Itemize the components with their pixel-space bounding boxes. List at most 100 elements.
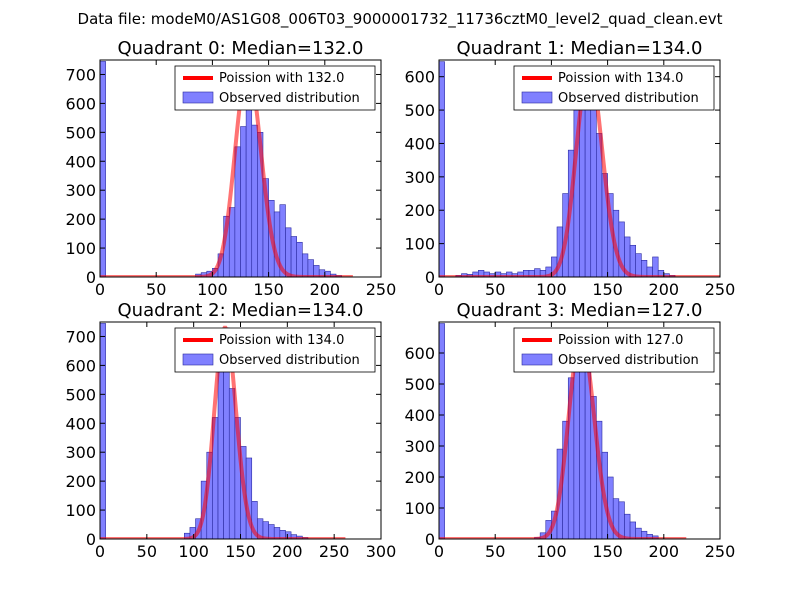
legend-curve-label: Poission with 132.0: [219, 71, 344, 86]
legend-bar-swatch: [182, 353, 214, 366]
x-tick-label: 50: [146, 280, 166, 299]
x-tick-label: 150: [592, 280, 623, 299]
x-tick-label: 50: [485, 280, 505, 299]
histogram-bar: [624, 513, 631, 539]
histogram-bar: [579, 365, 586, 539]
y-tick-label: 200: [404, 468, 435, 487]
x-tick-label: 0: [95, 280, 105, 299]
y-tick-label: 300: [65, 443, 96, 462]
panel-title: Quadrant 3: Median=127.0: [457, 300, 703, 321]
x-tick-label: 150: [225, 542, 256, 561]
quadrant-0-panel: 0 50 100 150 200 250 0 100 200 300 400 500 600 700 Qua…: [65, 38, 396, 299]
x-tick-label: 200: [310, 280, 341, 299]
x-tick-label: 200: [272, 542, 303, 561]
quadrant-3-panel: 0 50 100 150 200 250 0 100 200 300 400 500 600 Quadra…: [404, 300, 735, 561]
x-tick-label: 0: [434, 542, 444, 561]
y-tick-label: 100: [65, 501, 96, 520]
histogram-bar: [307, 259, 314, 277]
y-tick-label: 100: [404, 235, 435, 254]
legend-bar-swatch: [182, 91, 214, 104]
y-tick-label: 200: [404, 201, 435, 220]
histogram-bar: [618, 501, 625, 539]
histogram-bar: [217, 362, 224, 539]
x-tick-label: 100: [536, 280, 567, 299]
y-tick-label: 0: [86, 268, 96, 287]
x-tick-label: 100: [536, 542, 567, 561]
histogram-bars: [100, 61, 342, 277]
x-tick-label: 300: [366, 542, 397, 561]
histogram-bar: [100, 61, 106, 277]
histogram-bar: [251, 124, 258, 277]
legend-bar-label: Observed distribution: [219, 91, 360, 106]
y-tick-label: 600: [404, 68, 435, 87]
y-tick-label: 300: [65, 181, 96, 200]
x-tick-label: 0: [95, 542, 105, 561]
axes-frame: [99, 59, 382, 278]
y-tick-label: 100: [65, 239, 96, 258]
x-tick-label: 50: [485, 542, 505, 561]
poisson-curve: [439, 333, 687, 539]
axes-frame: [438, 321, 721, 540]
x-tick-label: 150: [592, 542, 623, 561]
y-tick-label: 200: [65, 210, 96, 229]
axes-frame: [438, 59, 721, 278]
y-tick-label: 400: [65, 414, 96, 433]
histogram-bar: [240, 126, 247, 277]
legend-bar-swatch: [521, 353, 553, 366]
histogram-bar: [439, 323, 445, 539]
histogram-bar: [590, 103, 597, 277]
histogram-bar: [234, 146, 241, 277]
legend: Poission with 134.0 Observed distribution: [513, 65, 715, 111]
y-tick-label: 500: [404, 101, 435, 120]
histogram-bar: [652, 256, 659, 277]
y-tick-label: 500: [65, 123, 96, 142]
histogram-bar: [629, 521, 637, 539]
legend: Poission with 132.0 Observed distribution: [174, 65, 376, 111]
x-tick-label: 250: [705, 280, 736, 299]
x-tick-label: 200: [649, 280, 680, 299]
y-tick-label: 400: [404, 134, 435, 153]
legend-bar-label: Observed distribution: [558, 91, 699, 106]
y-tick-label: 600: [404, 344, 435, 363]
histogram-bar: [290, 236, 297, 277]
quadrant-1-panel: 0 50 100 150 200 250 0 100 200 300 400 500 600 Quadra…: [404, 38, 735, 299]
x-tick-label: 250: [705, 542, 736, 561]
y-tick-label: 200: [65, 472, 96, 491]
y-tick-label: 600: [65, 356, 96, 375]
legend: Poission with 134.0 Observed distribution: [174, 327, 376, 373]
y-tick-label: 700: [65, 327, 96, 346]
panel-title: Quadrant 0: Median=132.0: [118, 38, 364, 59]
y-tick-label: 500: [65, 385, 96, 404]
y-tick-label: 400: [404, 406, 435, 425]
y-tick-label: 300: [404, 437, 435, 456]
histogram-bar: [302, 253, 309, 277]
histogram-bar: [100, 323, 106, 539]
panels: 0 50 100 150 200 2500100200300400500600700Qua…: [65, 38, 735, 561]
legend-curve-label: Poission with 127.0: [558, 333, 683, 348]
histogram-bar: [641, 260, 648, 277]
panel-title: Quadrant 2: Median=134.0: [118, 300, 364, 321]
legend-curve-label: Poission with 134.0: [558, 71, 683, 86]
histogram-bar: [268, 524, 275, 539]
histogram-bar: [285, 227, 292, 277]
histogram-bar: [439, 61, 445, 277]
y-tick-label: 300: [404, 168, 435, 187]
y-tick-label: 0: [86, 530, 96, 549]
x-tick-label: 250: [319, 542, 350, 561]
legend-bar-swatch: [521, 91, 553, 104]
y-tick-label: 400: [65, 152, 96, 171]
histogram-bar: [228, 207, 236, 277]
y-tick-label: 100: [404, 499, 435, 518]
x-tick-label: 100: [178, 542, 209, 561]
histogram-bar: [635, 253, 642, 277]
x-tick-label: 0: [434, 280, 444, 299]
poisson-curve: [439, 66, 720, 277]
legend-bar-label: Observed distribution: [558, 353, 699, 368]
y-tick-label: 0: [425, 530, 435, 549]
x-tick-label: 200: [649, 542, 680, 561]
y-tick-label: 0: [425, 268, 435, 287]
x-tick-label: 50: [137, 542, 157, 561]
histogram-bar: [629, 244, 637, 277]
y-tick-label: 600: [65, 94, 96, 113]
